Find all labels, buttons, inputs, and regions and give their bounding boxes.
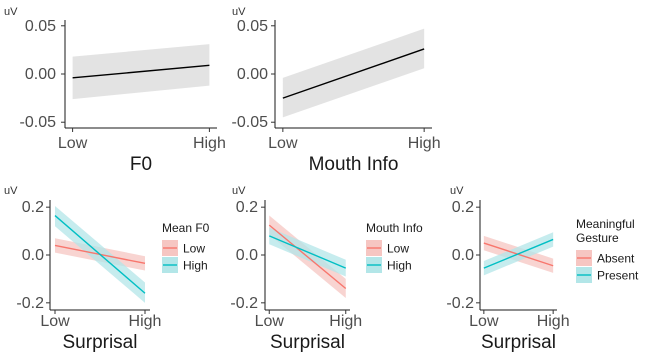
- x-axis-title: Surprisal: [63, 332, 138, 353]
- y-unit-label: uV: [232, 185, 246, 197]
- legend-label-low: Low: [387, 242, 409, 256]
- legend-label-present: Present: [597, 269, 639, 283]
- y-tick-label: 0.2: [452, 199, 474, 216]
- legend-title: Gesture: [576, 231, 619, 245]
- legend-title: Mouth Info: [366, 221, 423, 235]
- y-tick-label: 0.2: [236, 199, 258, 216]
- legend-label-absent: Absent: [597, 252, 635, 266]
- x-tick-label: High: [408, 135, 441, 152]
- x-tick-label: Low: [255, 313, 285, 330]
- y-tick-label: 0.2: [22, 199, 44, 216]
- y-tick-label: 0.05: [25, 18, 56, 35]
- legend-label-low: Low: [183, 242, 205, 256]
- y-tick-label: -0.2: [16, 295, 44, 312]
- y-unit-label: uV: [4, 185, 18, 197]
- series-line-high: [54, 215, 146, 294]
- y-tick-label: -0.05: [20, 114, 57, 131]
- x-axis-title: Mouth Info: [309, 154, 399, 175]
- series-line-series0: [72, 64, 210, 79]
- x-tick-label: High: [537, 313, 570, 330]
- y-tick-label: -0.2: [230, 295, 258, 312]
- x-tick-label: Low: [469, 313, 499, 330]
- y-tick-label: -0.2: [446, 295, 474, 312]
- series-line-low: [268, 224, 347, 290]
- x-tick-label: Low: [268, 135, 298, 152]
- x-tick-label: Low: [40, 313, 70, 330]
- y-tick-label: 0.00: [25, 66, 56, 83]
- y-tick-label: 0.0: [236, 247, 258, 264]
- legend: Mean F0 Low High: [162, 221, 210, 273]
- y-unit-label: uV: [232, 6, 246, 18]
- series-line-high: [268, 235, 347, 269]
- y-tick-label: 0.0: [452, 247, 474, 264]
- series-line-present: [483, 238, 554, 269]
- x-tick-label: High: [193, 135, 226, 152]
- y-tick-label: 0.00: [237, 66, 268, 83]
- x-tick-label: Low: [58, 135, 88, 152]
- x-tick-label: High: [329, 313, 362, 330]
- legend-title: Mean F0: [162, 221, 210, 235]
- series-line-series0: [282, 48, 425, 99]
- legend: Mouth Info Low High: [366, 221, 423, 273]
- x-tick-label: High: [129, 313, 162, 330]
- legend-label-high: High: [183, 259, 208, 273]
- x-axis-title: F0: [130, 154, 152, 175]
- y-tick-label: 0.0: [22, 247, 44, 264]
- legend-title: Meaningful: [576, 217, 635, 231]
- x-axis-title: Surprisal: [270, 332, 345, 353]
- y-tick-label: -0.05: [232, 114, 269, 131]
- chart-panel-2: uV0.05 0.00 -0.05 Low High Mouth Info: [232, 6, 441, 175]
- legend-label-high: High: [387, 259, 412, 273]
- y-tick-label: 0.05: [237, 18, 268, 35]
- y-unit-label: uV: [450, 185, 464, 197]
- x-axis-title: Surprisal: [481, 332, 556, 353]
- y-unit-label: uV: [4, 6, 18, 18]
